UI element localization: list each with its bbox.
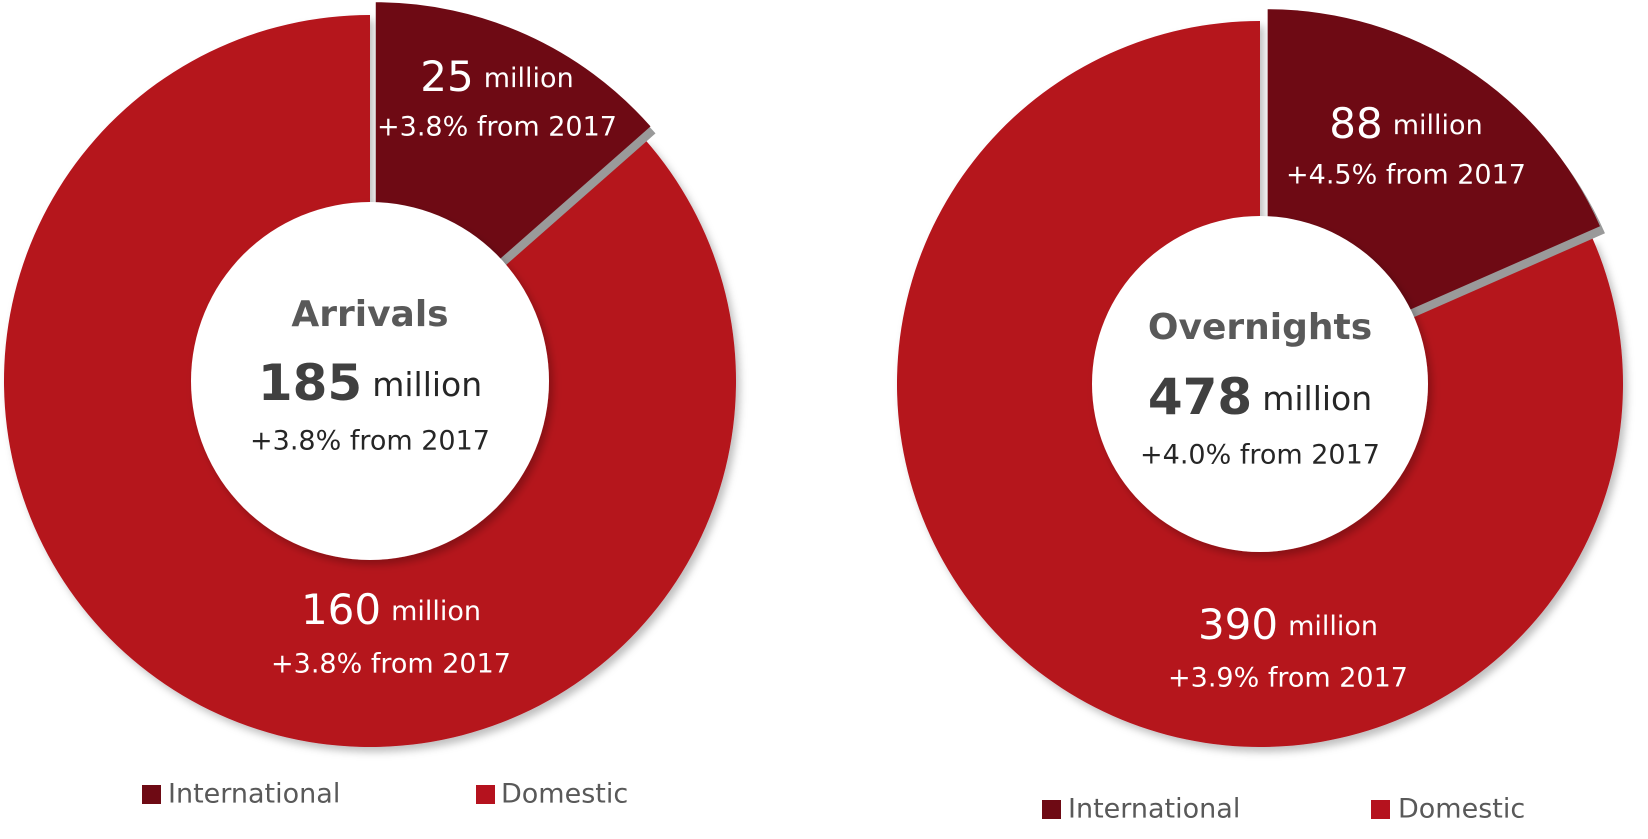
slice-value-label: 25 million [420, 52, 573, 101]
center-change: +3.8% from 2017 [250, 426, 490, 457]
value-unit: million [1393, 110, 1483, 141]
center-total: 478 million [1148, 368, 1372, 426]
center-hole [1092, 216, 1428, 552]
slice-change-label: +4.5% from 2017 [1286, 160, 1526, 191]
legend-swatch [1371, 800, 1390, 819]
total-number: 185 [258, 354, 362, 412]
legend-label: International [1068, 794, 1240, 825]
center-total: 185 million [258, 354, 482, 412]
value-number: 160 [301, 585, 381, 634]
legend-label: Domestic [501, 779, 628, 810]
value-number: 25 [420, 52, 473, 101]
value-number: 88 [1329, 99, 1382, 148]
center-title: Arrivals [291, 294, 448, 335]
slice-change-label: +3.9% from 2017 [1168, 663, 1408, 694]
legend-swatch [142, 785, 161, 804]
slice-change-label: +3.8% from 2017 [271, 649, 511, 680]
center-change: +4.0% from 2017 [1140, 440, 1380, 471]
value-number: 390 [1198, 600, 1278, 649]
legend-swatch [1042, 800, 1061, 819]
center-hole [191, 202, 549, 560]
slice-value-label: 88 million [1329, 99, 1482, 148]
slice-value-label: 390 million [1198, 600, 1378, 649]
legend-label: Domestic [1398, 794, 1525, 825]
center-title: Overnights [1148, 307, 1372, 348]
total-unit: million [372, 365, 482, 404]
slice-change-label: +3.8% from 2017 [377, 112, 617, 143]
value-unit: million [484, 63, 574, 94]
total-unit: million [1262, 379, 1372, 418]
total-number: 478 [1148, 368, 1252, 426]
legend-label: International [168, 779, 340, 810]
slice-value-label: 160 million [301, 585, 481, 634]
value-unit: million [391, 596, 481, 627]
value-unit: million [1288, 611, 1378, 642]
legend-swatch [476, 785, 495, 804]
